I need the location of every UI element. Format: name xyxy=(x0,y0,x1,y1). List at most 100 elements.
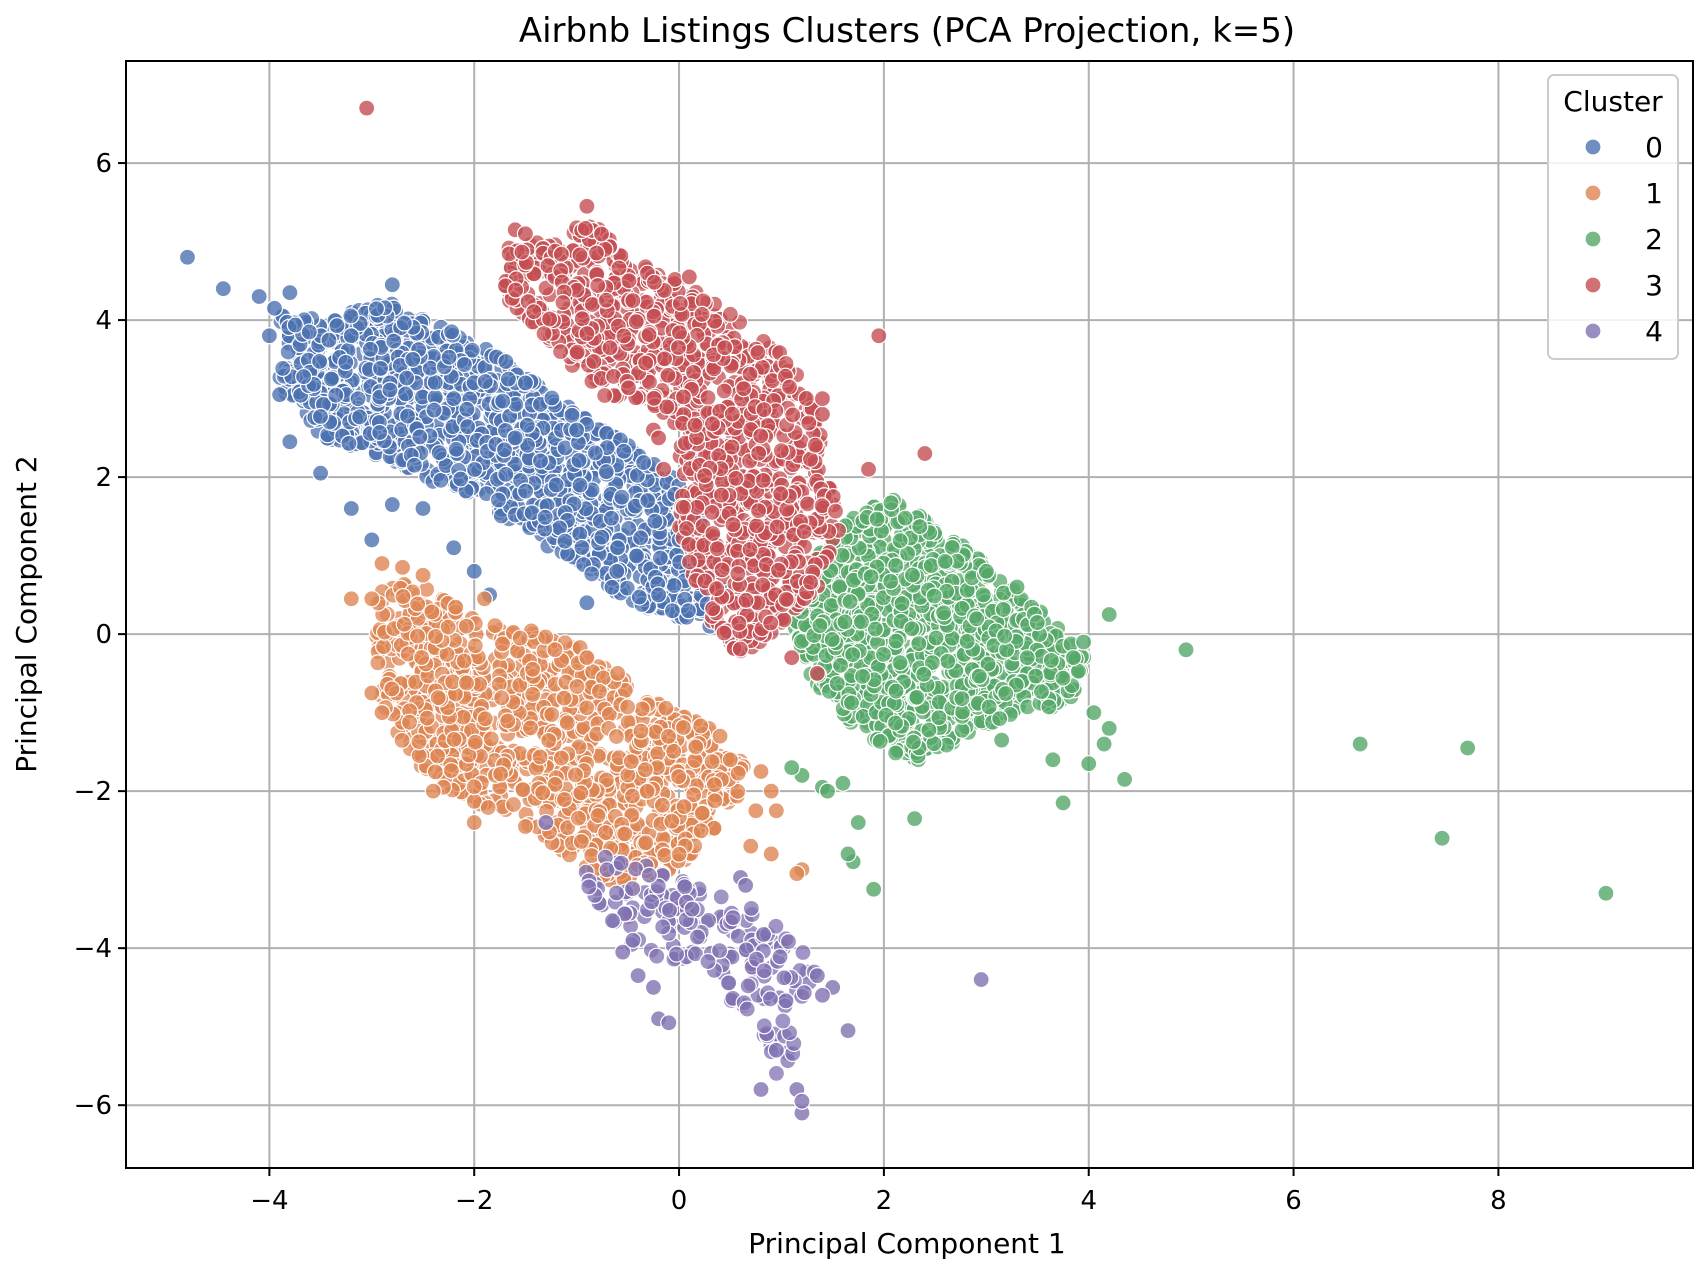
data-point xyxy=(507,281,525,299)
data-point xyxy=(991,709,1009,728)
data-point xyxy=(916,444,934,463)
data-point xyxy=(327,386,345,404)
data-point xyxy=(597,463,615,481)
data-point xyxy=(624,292,642,310)
data-point xyxy=(974,586,992,604)
data-point xyxy=(482,730,500,748)
data-point xyxy=(715,382,733,400)
data-point xyxy=(445,389,463,408)
data-point xyxy=(783,758,801,777)
data-point xyxy=(423,603,441,621)
data-point xyxy=(607,727,626,746)
data-point xyxy=(602,509,621,527)
data-point xyxy=(874,645,893,663)
data-point xyxy=(742,837,760,855)
data-point xyxy=(655,460,673,478)
data-point xyxy=(762,845,780,863)
data-point xyxy=(342,307,360,325)
data-point xyxy=(493,689,511,707)
data-point xyxy=(475,590,494,608)
data-point xyxy=(414,499,432,518)
data-point xyxy=(754,576,772,594)
data-point xyxy=(994,600,1012,619)
data-point xyxy=(568,677,586,696)
data-point xyxy=(708,580,726,598)
data-point xyxy=(1115,770,1134,788)
data-point xyxy=(1085,704,1103,722)
data-point xyxy=(322,370,340,388)
data-point xyxy=(655,350,674,368)
data-point xyxy=(862,568,880,586)
data-point xyxy=(373,554,391,573)
data-point xyxy=(870,327,888,345)
data-point xyxy=(671,294,689,313)
data-point xyxy=(342,499,360,518)
data-point xyxy=(465,460,484,479)
data-point xyxy=(404,350,422,368)
data-point xyxy=(445,539,463,557)
data-point xyxy=(632,722,650,740)
data-point xyxy=(958,632,976,650)
data-point xyxy=(704,524,722,543)
data-point xyxy=(693,305,711,323)
data-point xyxy=(904,733,922,751)
data-point xyxy=(693,804,711,822)
data-point xyxy=(516,374,535,392)
data-point xyxy=(741,540,759,559)
data-point xyxy=(281,284,299,302)
data-point xyxy=(536,508,554,526)
data-point xyxy=(692,822,710,840)
data-point xyxy=(967,610,986,628)
data-point xyxy=(865,880,883,898)
data-point xyxy=(767,1064,786,1082)
data-point xyxy=(997,684,1015,703)
data-point xyxy=(696,467,714,485)
data-point xyxy=(590,682,609,700)
data-point xyxy=(1459,739,1477,757)
data-point xyxy=(670,324,689,342)
data-point xyxy=(659,366,677,384)
data-point xyxy=(910,635,928,653)
data-point xyxy=(455,652,473,670)
data-point xyxy=(828,675,846,693)
data-point xyxy=(517,482,535,500)
data-point xyxy=(627,313,645,331)
data-point xyxy=(731,640,749,658)
data-point xyxy=(762,614,780,632)
data-point xyxy=(535,325,553,343)
data-point xyxy=(363,531,381,549)
data-point xyxy=(656,846,674,864)
data-point xyxy=(977,562,995,580)
data-point xyxy=(754,471,772,489)
data-point xyxy=(692,717,710,735)
data-point xyxy=(552,245,570,263)
data-point xyxy=(570,451,588,469)
data-point xyxy=(1351,735,1369,753)
data-point xyxy=(686,416,704,434)
data-point xyxy=(752,427,770,445)
data-point xyxy=(1040,698,1058,716)
data-point xyxy=(398,407,417,425)
data-point xyxy=(432,471,450,489)
data-point xyxy=(906,810,924,828)
data-point xyxy=(573,538,591,557)
data-point xyxy=(425,401,443,419)
data-point xyxy=(373,704,391,722)
data-point xyxy=(823,630,841,649)
data-point xyxy=(439,618,457,636)
data-point xyxy=(589,276,607,295)
data-point xyxy=(1100,719,1118,737)
data-point xyxy=(784,406,802,424)
data-point xyxy=(1054,794,1072,812)
data-point xyxy=(911,518,929,536)
data-point xyxy=(540,731,558,750)
data-point xyxy=(706,792,724,810)
data-point xyxy=(440,348,458,366)
data-point xyxy=(413,648,431,667)
data-point xyxy=(265,299,284,317)
data-point xyxy=(429,689,447,707)
data-point xyxy=(566,766,585,784)
data-point xyxy=(836,613,854,631)
data-point xyxy=(712,486,731,504)
data-point xyxy=(1075,633,1093,651)
